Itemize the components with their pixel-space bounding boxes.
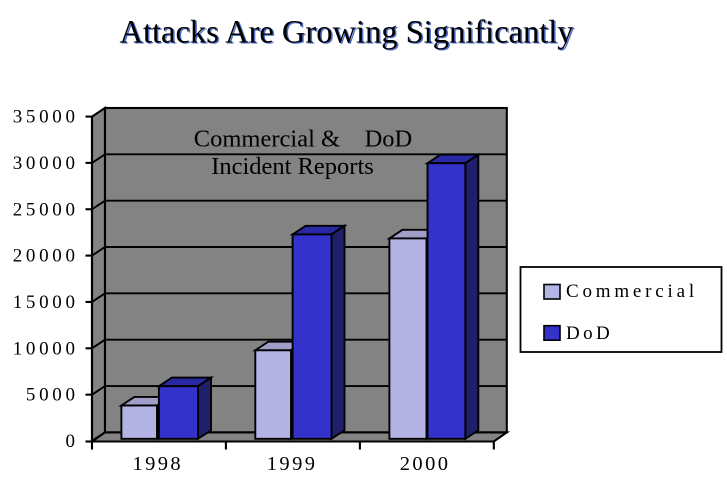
svg-text:Attacks Are Growing Significan: Attacks Are Growing Significantly [119,15,574,51]
svg-text:1999: 1999 [267,453,318,475]
svg-text:0: 0 [65,431,78,452]
svg-text:Commercial & DoD: Commercial & DoD [194,126,412,153]
svg-text:Incident Reports: Incident Reports [211,153,374,180]
svg-text:Attacks Are Growing Significan: Attacks Are Growing Significantly [121,15,576,51]
svg-text:20000: 20000 [13,246,79,267]
svg-text:Commercial: Commercial [566,281,698,302]
svg-text:5000: 5000 [26,385,79,406]
svg-text:15000: 15000 [13,292,79,313]
svg-text:2000: 2000 [400,453,451,475]
svg-text:1998: 1998 [132,453,183,475]
svg-text:25000: 25000 [13,199,79,220]
svg-text:35000: 35000 [13,107,79,128]
svg-text:30000: 30000 [13,153,79,174]
svg-text:10000: 10000 [13,338,79,359]
svg-text:DoD: DoD [566,323,613,344]
